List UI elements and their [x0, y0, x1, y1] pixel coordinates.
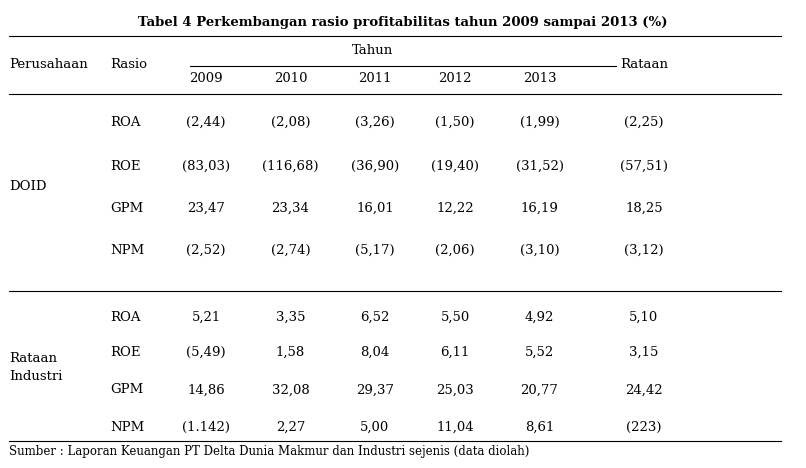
Text: 2,27: 2,27 [276, 421, 305, 433]
Text: 6,11: 6,11 [441, 346, 470, 359]
Text: ROA: ROA [110, 311, 140, 324]
Text: 5,52: 5,52 [525, 346, 555, 359]
Text: 14,86: 14,86 [187, 383, 225, 396]
Text: ROA: ROA [110, 116, 140, 129]
Text: 23,47: 23,47 [187, 202, 225, 215]
Text: 16,19: 16,19 [521, 202, 559, 215]
Text: GPM: GPM [110, 383, 143, 396]
Text: 32,08: 32,08 [272, 383, 310, 396]
Text: 5,50: 5,50 [441, 311, 470, 324]
Text: (2,06): (2,06) [435, 244, 475, 257]
Text: 5,00: 5,00 [360, 421, 389, 433]
Text: (2,44): (2,44) [186, 116, 226, 129]
Text: (31,52): (31,52) [516, 160, 563, 173]
Text: (3,12): (3,12) [624, 244, 664, 257]
Text: GPM: GPM [110, 202, 143, 215]
Text: (83,03): (83,03) [182, 160, 231, 173]
Text: (3,10): (3,10) [520, 244, 559, 257]
Text: (1.142): (1.142) [182, 421, 231, 433]
Text: DOID: DOID [10, 180, 47, 193]
Text: 18,25: 18,25 [625, 202, 663, 215]
Text: 3,35: 3,35 [276, 311, 305, 324]
Text: (5,17): (5,17) [355, 244, 395, 257]
Text: 25,03: 25,03 [436, 383, 474, 396]
Text: (2,25): (2,25) [624, 116, 663, 129]
Text: Tabel 4 Perkembangan rasio profitabilitas tahun 2009 sampai 2013 (%): Tabel 4 Perkembangan rasio profitabilita… [139, 16, 667, 29]
Text: (1,99): (1,99) [520, 116, 559, 129]
Text: NPM: NPM [110, 244, 144, 257]
Text: ROE: ROE [110, 346, 140, 359]
Text: 8,61: 8,61 [525, 421, 555, 433]
Text: 8,04: 8,04 [360, 346, 389, 359]
Text: 1,58: 1,58 [276, 346, 305, 359]
Text: (36,90): (36,90) [351, 160, 399, 173]
Text: 2011: 2011 [358, 72, 392, 85]
Text: (3,26): (3,26) [355, 116, 395, 129]
Text: 24,42: 24,42 [625, 383, 663, 396]
Text: (1,50): (1,50) [435, 116, 475, 129]
Text: (19,40): (19,40) [431, 160, 480, 173]
Text: (223): (223) [626, 421, 662, 433]
Text: 5,10: 5,10 [629, 311, 659, 324]
Text: (2,74): (2,74) [271, 244, 310, 257]
Text: (2,52): (2,52) [186, 244, 226, 257]
Text: (5,49): (5,49) [186, 346, 226, 359]
Text: 2009: 2009 [189, 72, 223, 85]
Text: NPM: NPM [110, 421, 144, 433]
Text: 2013: 2013 [523, 72, 556, 85]
Text: 4,92: 4,92 [525, 311, 555, 324]
Text: 11,04: 11,04 [436, 421, 474, 433]
Text: (57,51): (57,51) [620, 160, 668, 173]
Text: Tahun: Tahun [352, 44, 393, 57]
Text: 2012: 2012 [438, 72, 472, 85]
Text: 5,21: 5,21 [192, 311, 221, 324]
Text: 12,22: 12,22 [436, 202, 474, 215]
Text: ROE: ROE [110, 160, 140, 173]
Text: 6,52: 6,52 [360, 311, 389, 324]
Text: Perusahaan: Perusahaan [10, 58, 88, 71]
Text: (116,68): (116,68) [262, 160, 319, 173]
Text: 3,15: 3,15 [629, 346, 659, 359]
Text: 16,01: 16,01 [356, 202, 394, 215]
Text: (2,08): (2,08) [271, 116, 310, 129]
Text: 2010: 2010 [274, 72, 307, 85]
Text: 29,37: 29,37 [356, 383, 394, 396]
Text: 23,34: 23,34 [272, 202, 310, 215]
Text: Sumber : Laporan Keuangan PT Delta Dunia Makmur dan Industri sejenis (data diola: Sumber : Laporan Keuangan PT Delta Dunia… [10, 445, 530, 458]
Text: Rataan: Rataan [620, 58, 668, 71]
Text: 20,77: 20,77 [521, 383, 559, 396]
Text: Rasio: Rasio [110, 58, 147, 71]
Text: Rataan
Industri: Rataan Industri [10, 352, 63, 383]
